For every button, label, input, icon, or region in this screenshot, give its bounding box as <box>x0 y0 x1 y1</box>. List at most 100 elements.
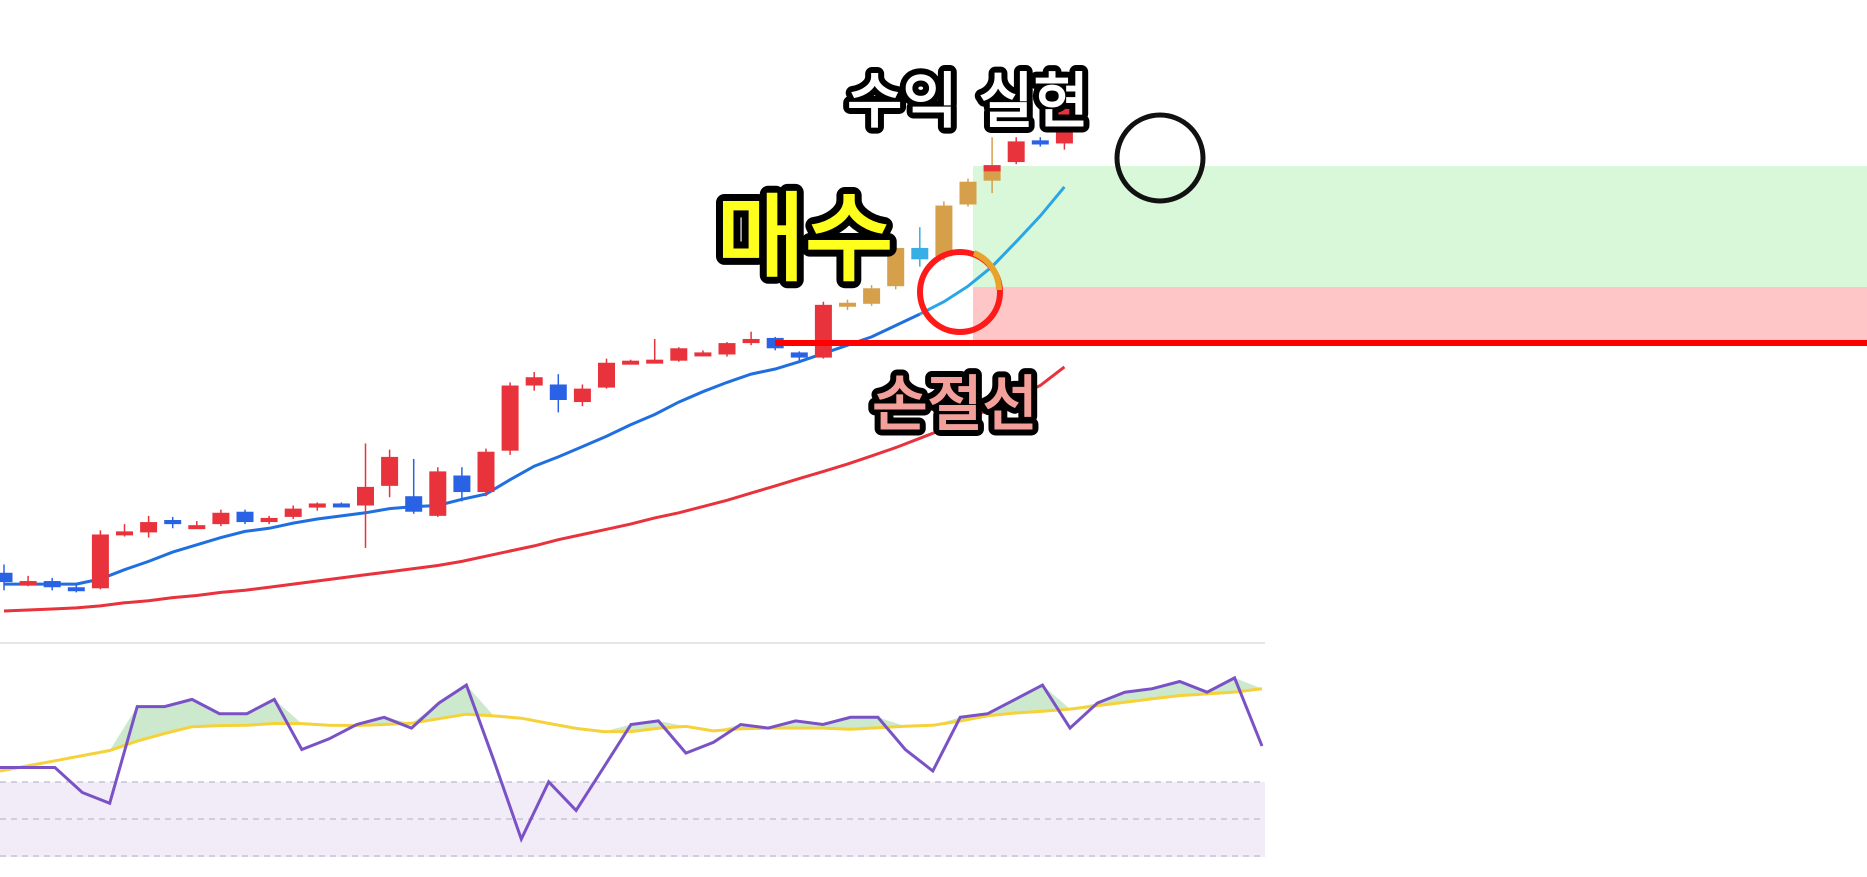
candle-body <box>284 508 302 517</box>
candle <box>670 347 688 362</box>
rsi-fill-segment <box>246 699 275 726</box>
candle-body <box>839 302 856 307</box>
rsi-fill-segment <box>164 699 193 734</box>
candle <box>477 448 495 497</box>
rsi-fill-segment <box>438 685 467 719</box>
candle <box>694 350 712 357</box>
candle-body <box>405 496 423 512</box>
candle-body <box>790 352 808 358</box>
candle-body <box>188 525 206 530</box>
candle-body <box>718 343 736 355</box>
candle <box>718 342 736 357</box>
candle <box>1055 88 1073 150</box>
candle <box>212 509 230 527</box>
candle <box>935 201 953 261</box>
candle-body <box>453 475 471 493</box>
candle-body <box>814 304 832 358</box>
candle <box>549 374 567 413</box>
rsi-line <box>0 675 1264 844</box>
rsi-fill-segment <box>137 706 165 742</box>
candle-body <box>501 385 519 451</box>
candle <box>19 575 37 587</box>
stop-loss-zone <box>973 287 1867 341</box>
candle <box>453 467 471 502</box>
candle-body <box>959 181 977 205</box>
candle <box>116 524 133 537</box>
candle <box>429 467 447 517</box>
candle-body <box>140 522 158 533</box>
candle <box>1007 137 1025 165</box>
candle-body <box>212 512 230 525</box>
candle <box>573 384 591 407</box>
take-profit-label: 수익 실현 <box>847 67 1089 137</box>
candle-body <box>116 531 133 536</box>
rsi-fill-segment <box>713 724 741 731</box>
candle-body <box>935 205 953 257</box>
candle <box>1031 137 1049 147</box>
long-moving-average <box>3 365 1066 613</box>
candle <box>887 242 905 290</box>
candle-body <box>911 247 929 260</box>
candle <box>959 178 977 207</box>
candle <box>814 301 832 359</box>
candle <box>308 502 326 511</box>
candle <box>598 358 615 389</box>
rsi-fill-segment <box>1152 681 1180 699</box>
candle <box>790 351 808 361</box>
candle <box>911 227 929 267</box>
candle <box>140 515 158 538</box>
candle <box>260 515 278 525</box>
candle <box>91 530 109 590</box>
candle <box>381 449 399 498</box>
candlestick-series <box>0 88 1073 593</box>
candle-body <box>887 247 905 287</box>
candle-body <box>43 581 61 588</box>
candle <box>405 458 423 514</box>
rsi-fill-segment <box>603 724 631 732</box>
candle-body <box>525 377 543 386</box>
candle <box>525 372 543 391</box>
take-profit-zone <box>973 166 1867 287</box>
rsi-panel <box>0 642 1265 857</box>
rsi-fill-segment <box>109 706 138 751</box>
candle-body <box>0 572 13 583</box>
short-moving-average <box>4 312 921 586</box>
candle-body <box>598 362 615 388</box>
candle-body <box>260 517 278 523</box>
buy-label: 매수 <box>717 183 894 295</box>
candle-body <box>549 384 567 400</box>
candle <box>863 285 881 306</box>
candle-body <box>308 503 326 508</box>
candle-body <box>67 587 85 592</box>
candle <box>164 516 182 529</box>
candle <box>622 359 640 365</box>
candle-body <box>164 520 182 525</box>
candle <box>357 443 374 548</box>
candle-body <box>332 503 350 508</box>
candle <box>43 577 61 591</box>
rsi-fill-segment <box>219 713 247 726</box>
candle-body <box>381 456 399 486</box>
candle-body <box>357 486 374 506</box>
candle-body <box>91 534 109 589</box>
candle <box>236 509 254 525</box>
stop-loss-label: 손절선 <box>872 370 1038 440</box>
rsi-fill-segment <box>192 699 220 727</box>
candle <box>983 137 1001 194</box>
candle-body-overlay <box>983 165 1001 172</box>
candle <box>0 564 13 591</box>
risk-reward-zones <box>973 166 1867 341</box>
candle-body <box>429 471 447 516</box>
buy-marker-arc <box>972 250 1002 291</box>
rsi-fill-segment <box>1015 685 1043 714</box>
candle <box>188 521 206 530</box>
candle <box>284 505 302 519</box>
candle-body <box>742 338 760 344</box>
candle-body <box>1055 107 1073 144</box>
candle <box>646 338 664 364</box>
candle <box>332 502 350 508</box>
candle-body <box>19 581 37 586</box>
buy-marker-circle <box>917 249 1003 335</box>
rsi-fill-segment <box>850 717 878 730</box>
